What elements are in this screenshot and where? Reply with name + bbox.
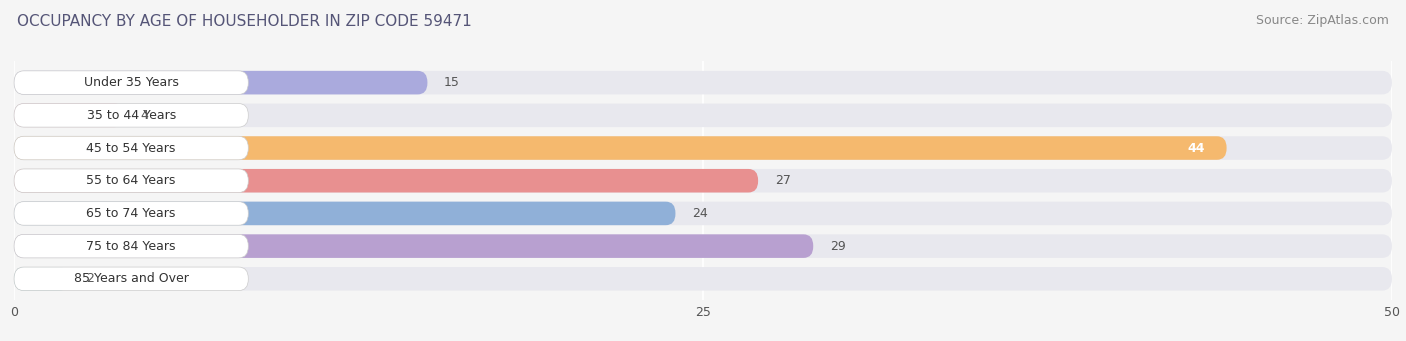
FancyBboxPatch shape	[14, 169, 249, 193]
FancyBboxPatch shape	[14, 267, 249, 291]
FancyBboxPatch shape	[14, 202, 249, 225]
FancyBboxPatch shape	[14, 234, 813, 258]
FancyBboxPatch shape	[14, 104, 1392, 127]
Text: 75 to 84 Years: 75 to 84 Years	[86, 240, 176, 253]
Text: Under 35 Years: Under 35 Years	[84, 76, 179, 89]
FancyBboxPatch shape	[14, 234, 1392, 258]
Text: 45 to 54 Years: 45 to 54 Years	[87, 142, 176, 154]
FancyBboxPatch shape	[14, 71, 1392, 94]
Text: 44: 44	[1187, 142, 1205, 154]
Text: 35 to 44 Years: 35 to 44 Years	[87, 109, 176, 122]
FancyBboxPatch shape	[14, 267, 1392, 291]
FancyBboxPatch shape	[14, 136, 1226, 160]
Text: Source: ZipAtlas.com: Source: ZipAtlas.com	[1256, 14, 1389, 27]
Text: 24: 24	[692, 207, 707, 220]
FancyBboxPatch shape	[14, 169, 1392, 193]
Text: 4: 4	[141, 109, 149, 122]
FancyBboxPatch shape	[14, 202, 1392, 225]
FancyBboxPatch shape	[14, 202, 675, 225]
FancyBboxPatch shape	[14, 104, 249, 127]
Text: 15: 15	[444, 76, 460, 89]
Text: 27: 27	[775, 174, 790, 187]
Text: OCCUPANCY BY AGE OF HOUSEHOLDER IN ZIP CODE 59471: OCCUPANCY BY AGE OF HOUSEHOLDER IN ZIP C…	[17, 14, 471, 29]
Text: 85 Years and Over: 85 Years and Over	[73, 272, 188, 285]
FancyBboxPatch shape	[14, 136, 1392, 160]
FancyBboxPatch shape	[14, 104, 124, 127]
FancyBboxPatch shape	[14, 71, 427, 94]
Text: 55 to 64 Years: 55 to 64 Years	[87, 174, 176, 187]
FancyBboxPatch shape	[14, 234, 249, 258]
FancyBboxPatch shape	[14, 169, 758, 193]
FancyBboxPatch shape	[14, 267, 69, 291]
FancyBboxPatch shape	[14, 136, 249, 160]
Text: 29: 29	[830, 240, 845, 253]
Text: 65 to 74 Years: 65 to 74 Years	[87, 207, 176, 220]
FancyBboxPatch shape	[14, 71, 249, 94]
Text: 2: 2	[86, 272, 94, 285]
